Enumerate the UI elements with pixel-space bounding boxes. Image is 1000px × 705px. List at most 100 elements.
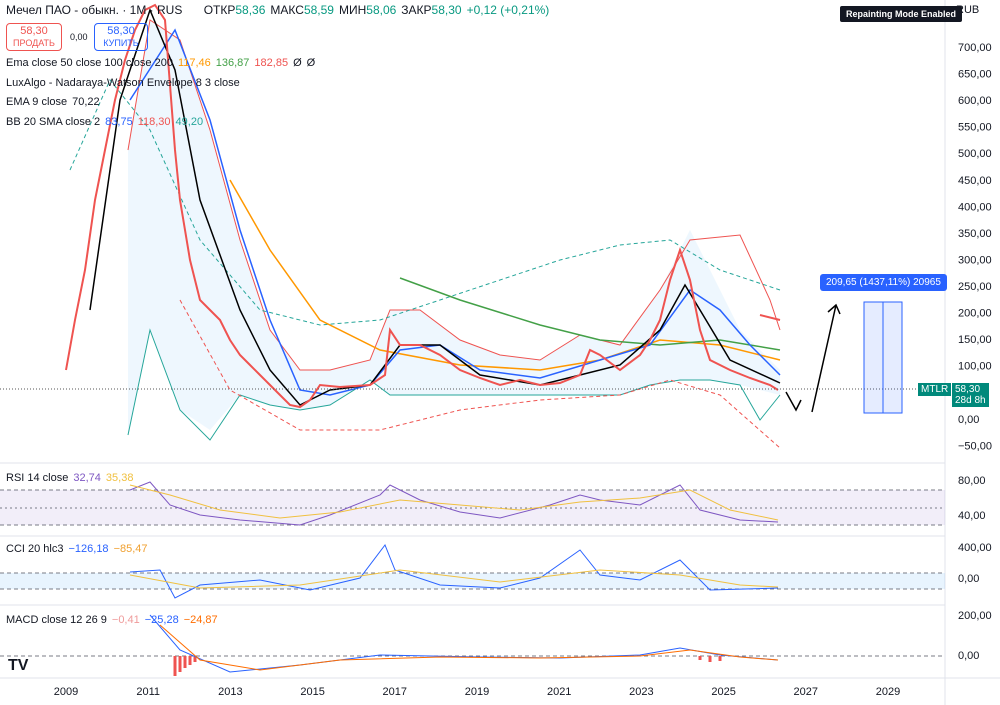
- price-tick-label: 100,00: [958, 361, 992, 373]
- rsi-value: 35,38: [105, 472, 134, 484]
- ohlc-value: 58,30: [431, 3, 462, 17]
- indicator-name: Ema close 50 close 100 close 200: [6, 57, 173, 69]
- countdown: 28d 8h: [955, 395, 986, 406]
- time-tick-label: 2015: [300, 686, 324, 698]
- badge: Repainting Mode Enabled: [840, 6, 963, 22]
- cci-name: CCI 20 hlc3: [6, 543, 64, 555]
- measure-label: 209,65 (1437,11%) 20965: [820, 274, 947, 291]
- price-label: 58,30 28d 8h: [952, 383, 989, 407]
- price-tick-label: 500,00: [958, 148, 992, 160]
- indicator-value: 136,87: [215, 57, 250, 69]
- price-tick-label: 0,00: [958, 414, 979, 426]
- rsi-line: [129, 481, 779, 526]
- cci-value: −85,47: [113, 543, 148, 555]
- time-tick-label: 2029: [876, 686, 900, 698]
- macd-value: −24,87: [183, 614, 218, 626]
- ohlc-value: 58,59: [303, 3, 334, 17]
- cci-axis-label: 0,00: [958, 573, 979, 585]
- ohlc-label: МАКС: [270, 3, 304, 17]
- indicator-value: Ø: [306, 57, 316, 69]
- buy-price: 58,30: [107, 25, 135, 37]
- price-tick-label: 350,00: [958, 228, 992, 240]
- time-tick-label: 2009: [54, 686, 78, 698]
- rsi-legend: RSI 14 close 32,74 35,38: [6, 472, 133, 484]
- macd-value: −0,41: [111, 614, 140, 626]
- macd-axis-label: 0,00: [958, 650, 979, 662]
- envelope-upper: [69, 79, 781, 326]
- sell-button[interactable]: 58,30 ПРОДАТЬ: [6, 23, 62, 51]
- macd-signal: [159, 624, 779, 671]
- indicator-legend: EMA 9 close 70,22: [6, 96, 100, 108]
- sma-20: [129, 28, 781, 396]
- rsi-band: [0, 490, 945, 525]
- ema-50: [399, 277, 781, 351]
- cci-band: [0, 573, 945, 589]
- macd-legend: MACD close 12 26 9 −0,41 −25,28 −24,87: [6, 614, 218, 626]
- bb-lower: [127, 328, 781, 441]
- price-series: [65, 3, 779, 409]
- price-axis: 700,00 650,00 600,00 550,00 500,00 450,00 400,…: [958, 42, 992, 453]
- indicator-value: 118,30: [137, 115, 171, 128]
- buy-label: КУПИТЬ: [103, 38, 139, 48]
- header: Мечел ПАО - обыкн. · 1M · RUS ОТКР58,36 М…: [6, 3, 554, 17]
- time-axis: 2009 2011 2013 2015 2017 2019 2021 2023 2025 2027…: [54, 686, 900, 698]
- price-tick-label: 700,00: [958, 42, 992, 54]
- time-tick-label: 2013: [218, 686, 242, 698]
- cci-ma: [129, 569, 779, 589]
- macd-axis-label: 200,00: [958, 610, 992, 622]
- time-tick-label: 2021: [547, 686, 571, 698]
- time-tick-label: 2025: [711, 686, 735, 698]
- price-tick-label: 450,00: [958, 175, 992, 187]
- price-tick-label: 200,00: [958, 308, 992, 320]
- ticker-label: MTLR: [918, 383, 952, 396]
- last-price: 58,30: [955, 384, 981, 395]
- ohlc: ОТКР58,36 МАКС58,59 МИН58,06 ЗАКР58,30 +0,12…: [204, 3, 555, 17]
- time-tick-label: 2019: [465, 686, 489, 698]
- symbol: Мечел ПАО - обыкн. · 1M · RUS: [6, 3, 183, 17]
- sell-label: ПРОДАТЬ: [13, 38, 55, 48]
- price-tick-label: 650,00: [958, 68, 992, 80]
- logo: TV: [8, 657, 29, 674]
- cci-axis-label: 400,00: [958, 542, 992, 554]
- rsi-value: 32,74: [73, 472, 101, 484]
- cci-legend: CCI 20 hlc3 −126,18 −85,47: [6, 543, 148, 555]
- price-tick-label: 150,00: [958, 334, 992, 346]
- time-tick-label: 2017: [383, 686, 407, 698]
- price-tick-label: 600,00: [958, 95, 992, 107]
- drawing-arrow: [785, 303, 841, 413]
- macd-line: [149, 614, 779, 673]
- bb-upper: [127, 19, 781, 371]
- indicator-value: Ø: [293, 57, 302, 69]
- time-tick-label: 2027: [794, 686, 818, 698]
- macd-name: MACD close 12 26 9: [6, 614, 107, 626]
- ohlc-value: 58,36: [235, 3, 266, 17]
- indicator-value: 182,85: [254, 57, 289, 69]
- rsi-name: RSI 14 close: [6, 472, 69, 484]
- price-tick-label: 400,00: [958, 201, 992, 213]
- rsi-ma: [129, 484, 779, 521]
- indicator-name: BB 20 SMA close 2: [6, 115, 101, 128]
- buy-button[interactable]: 58,30 КУПИТЬ: [94, 23, 148, 51]
- envelope-lower: [179, 299, 781, 449]
- sell-price: 58,30: [20, 25, 48, 37]
- indicator-legend: BB 20 SMA close 2 83,75 118,30 49,20: [6, 116, 203, 128]
- rsi-axis-label: 40,00: [958, 510, 986, 522]
- cci-line: [129, 543, 779, 599]
- price-tick-label: 250,00: [958, 281, 992, 293]
- ohlc-value: +0,12 (+0,21%): [466, 3, 550, 17]
- indicator-legend: Ema close 50 close 100 close 200 117,46 13…: [6, 57, 315, 69]
- ohlc-label: ОТКР: [203, 3, 236, 17]
- macd-value: −25,28: [144, 614, 179, 626]
- rsi-axis-label: 80,00: [958, 475, 986, 487]
- time-tick-label: 2023: [629, 686, 653, 698]
- indicator-value: 83,75: [105, 115, 133, 128]
- price-tick-label: 300,00: [958, 254, 992, 266]
- indicator-value: 70,22: [72, 96, 100, 108]
- price-tick-label: −50,00: [958, 440, 992, 452]
- cci-value: −126,18: [68, 543, 109, 555]
- spread: 0,00: [70, 32, 88, 42]
- ema-200: [759, 314, 781, 321]
- price-tick-label: 550,00: [958, 122, 992, 134]
